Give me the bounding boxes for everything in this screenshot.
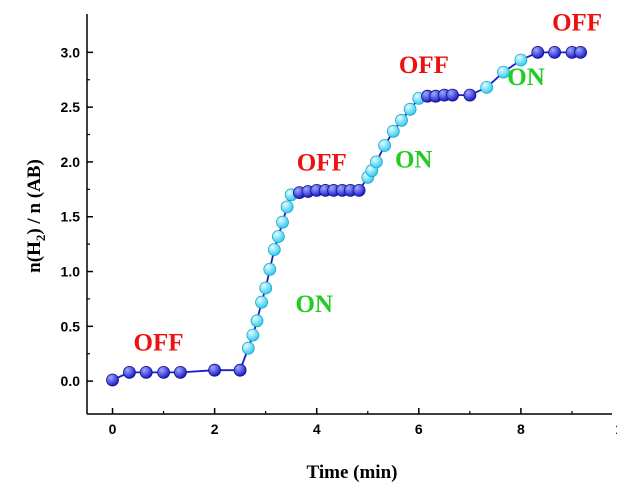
- data-point-off: [463, 88, 477, 102]
- annotation-on: ON: [295, 291, 333, 318]
- data-point-off: [352, 183, 366, 197]
- x-tick-label: 10: [615, 421, 617, 437]
- data-point-on: [255, 295, 269, 309]
- annotation-off: OFF: [399, 52, 449, 79]
- data-point-on: [395, 113, 408, 127]
- y-tick-label: 0.5: [61, 318, 81, 334]
- x-axis-title: Time (min): [307, 462, 398, 483]
- annotation-off: OFF: [297, 150, 347, 177]
- y-ticks: 0.0 0.5 1.0 1.5 2.0 2.5 3.0: [61, 44, 93, 389]
- x-tick-label: 2: [211, 421, 219, 437]
- axes: [86, 14, 612, 415]
- annotations: OFF OFF OFF OFF ON ON ON: [134, 9, 603, 356]
- data-point-off: [139, 365, 153, 379]
- data-point-on: [378, 139, 392, 152]
- data-point-off: [233, 363, 247, 377]
- data-point-off: [446, 88, 459, 102]
- data-point-off: [106, 373, 119, 387]
- y-tick-label: 2.0: [61, 154, 81, 170]
- data-point-on: [267, 243, 281, 257]
- x-tick-label: 8: [517, 421, 525, 437]
- x-tick-label: 4: [313, 421, 321, 437]
- data-point-off: [122, 365, 136, 379]
- x-tick-label: 6: [415, 421, 423, 437]
- y-axis-title-pre: n(H: [24, 241, 45, 273]
- x-ticks: 0 2 4 6 8 10: [109, 408, 617, 437]
- data-point-on: [271, 230, 285, 243]
- data-point-off: [531, 46, 545, 59]
- y-axis-title: n(H2) / n (AB): [24, 159, 48, 273]
- data-point-on: [369, 155, 383, 169]
- data-point-off: [173, 365, 187, 379]
- data-point-on: [280, 200, 294, 214]
- annotation-off: OFF: [552, 9, 602, 36]
- y-tick-label: 3.0: [61, 44, 81, 60]
- data-point-on: [241, 341, 255, 355]
- data-point-on: [514, 53, 528, 67]
- annotation-on: ON: [507, 64, 545, 91]
- annotation-off: OFF: [134, 329, 184, 356]
- data-point-on: [246, 328, 260, 342]
- data-point-off: [208, 363, 222, 377]
- data-point-off: [157, 365, 171, 379]
- data-points: [106, 46, 587, 387]
- annotation-on: ON: [395, 146, 433, 173]
- data-point-on: [480, 81, 494, 94]
- data-point-on: [276, 215, 289, 229]
- data-point-off: [574, 46, 587, 59]
- x-tick-label: 0: [109, 421, 117, 437]
- data-point-on: [250, 314, 264, 328]
- data-point-on: [497, 65, 510, 79]
- y-tick-label: 0.0: [61, 373, 81, 389]
- y-axis-title-sub: 2: [33, 235, 48, 242]
- data-point-on: [263, 262, 277, 276]
- data-point-off: [548, 46, 561, 59]
- y-tick-label: 2.5: [61, 99, 81, 115]
- y-axis-title-post: ) / n (AB): [24, 159, 45, 234]
- y-tick-label: 1.0: [61, 264, 81, 280]
- data-point-on: [386, 124, 400, 138]
- y-tick-label: 1.5: [61, 209, 81, 225]
- data-point-on: [259, 281, 273, 295]
- data-point-on: [403, 102, 417, 116]
